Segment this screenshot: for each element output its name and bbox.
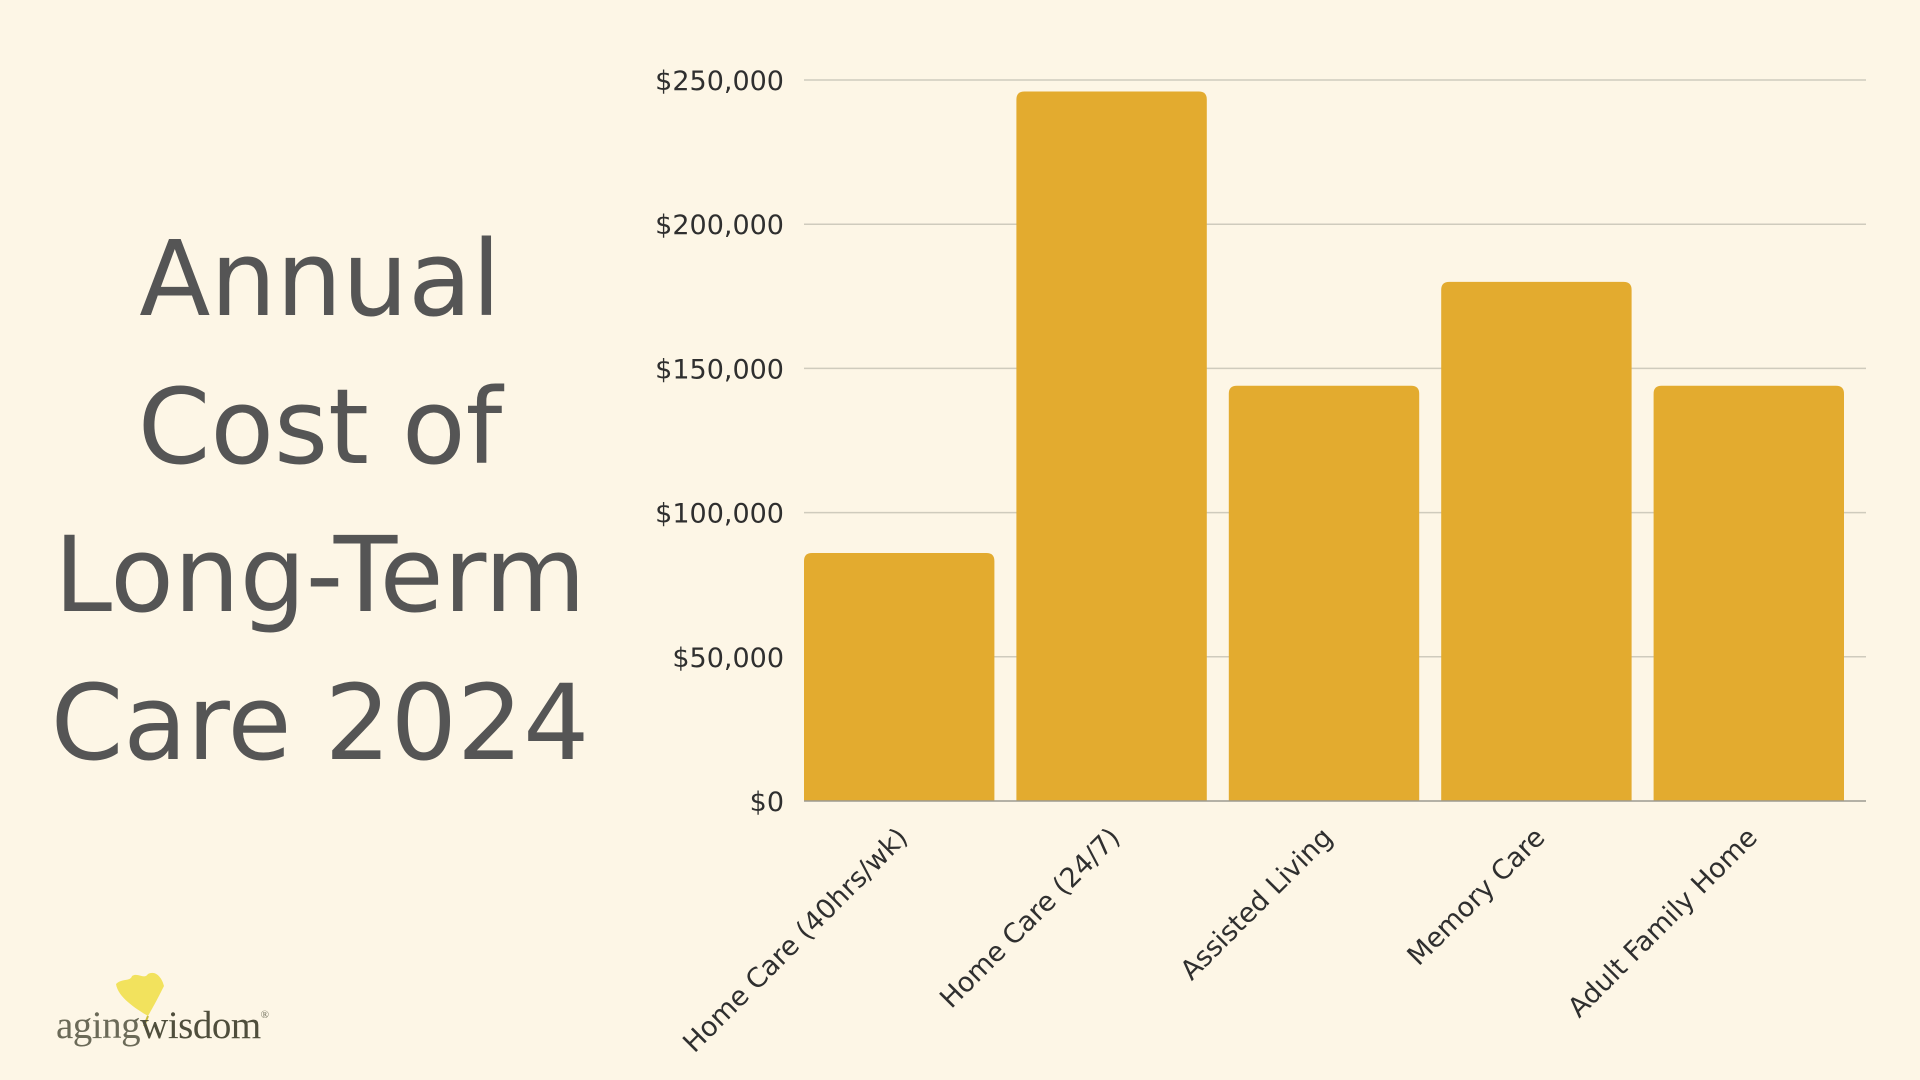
title-line-2: Cost of — [137, 366, 503, 488]
title-line-3: Long-Term — [54, 514, 586, 636]
logo-word-aging: aging — [56, 1004, 141, 1047]
title-line-1: Annual — [139, 218, 501, 340]
ginkgo-leaf-icon — [116, 972, 164, 1027]
y-tick-label: $50,000 — [672, 643, 784, 674]
logo-word-wisdom: wisdom — [140, 1004, 261, 1047]
bar — [804, 552, 995, 801]
x-tick-label: Assisted Living — [1175, 822, 1339, 986]
y-tick-label: $150,000 — [655, 354, 784, 385]
x-tick-label: Home Care (40hrs/wk) — [677, 822, 914, 1059]
bar — [1441, 281, 1632, 801]
chart-title: Annual Cost of Long-Term Care 2024 — [20, 205, 620, 797]
y-tick-label: $100,000 — [655, 499, 784, 530]
y-tick-label: $0 — [750, 787, 784, 818]
bar — [1228, 385, 1420, 801]
x-tick-label: Memory Care — [1402, 822, 1552, 972]
bar — [1653, 385, 1844, 801]
title-line-4: Care 2024 — [50, 662, 590, 784]
y-tick-label: $200,000 — [655, 210, 784, 241]
y-tick-label: $250,000 — [655, 66, 784, 97]
brand-logo: agingwisdom® — [56, 1003, 269, 1048]
bar — [1016, 91, 1207, 801]
x-tick-label: Adult Family Home — [1562, 822, 1764, 1024]
registered-mark: ® — [260, 1009, 269, 1021]
x-tick-label: Home Care (24/7) — [934, 822, 1126, 1014]
